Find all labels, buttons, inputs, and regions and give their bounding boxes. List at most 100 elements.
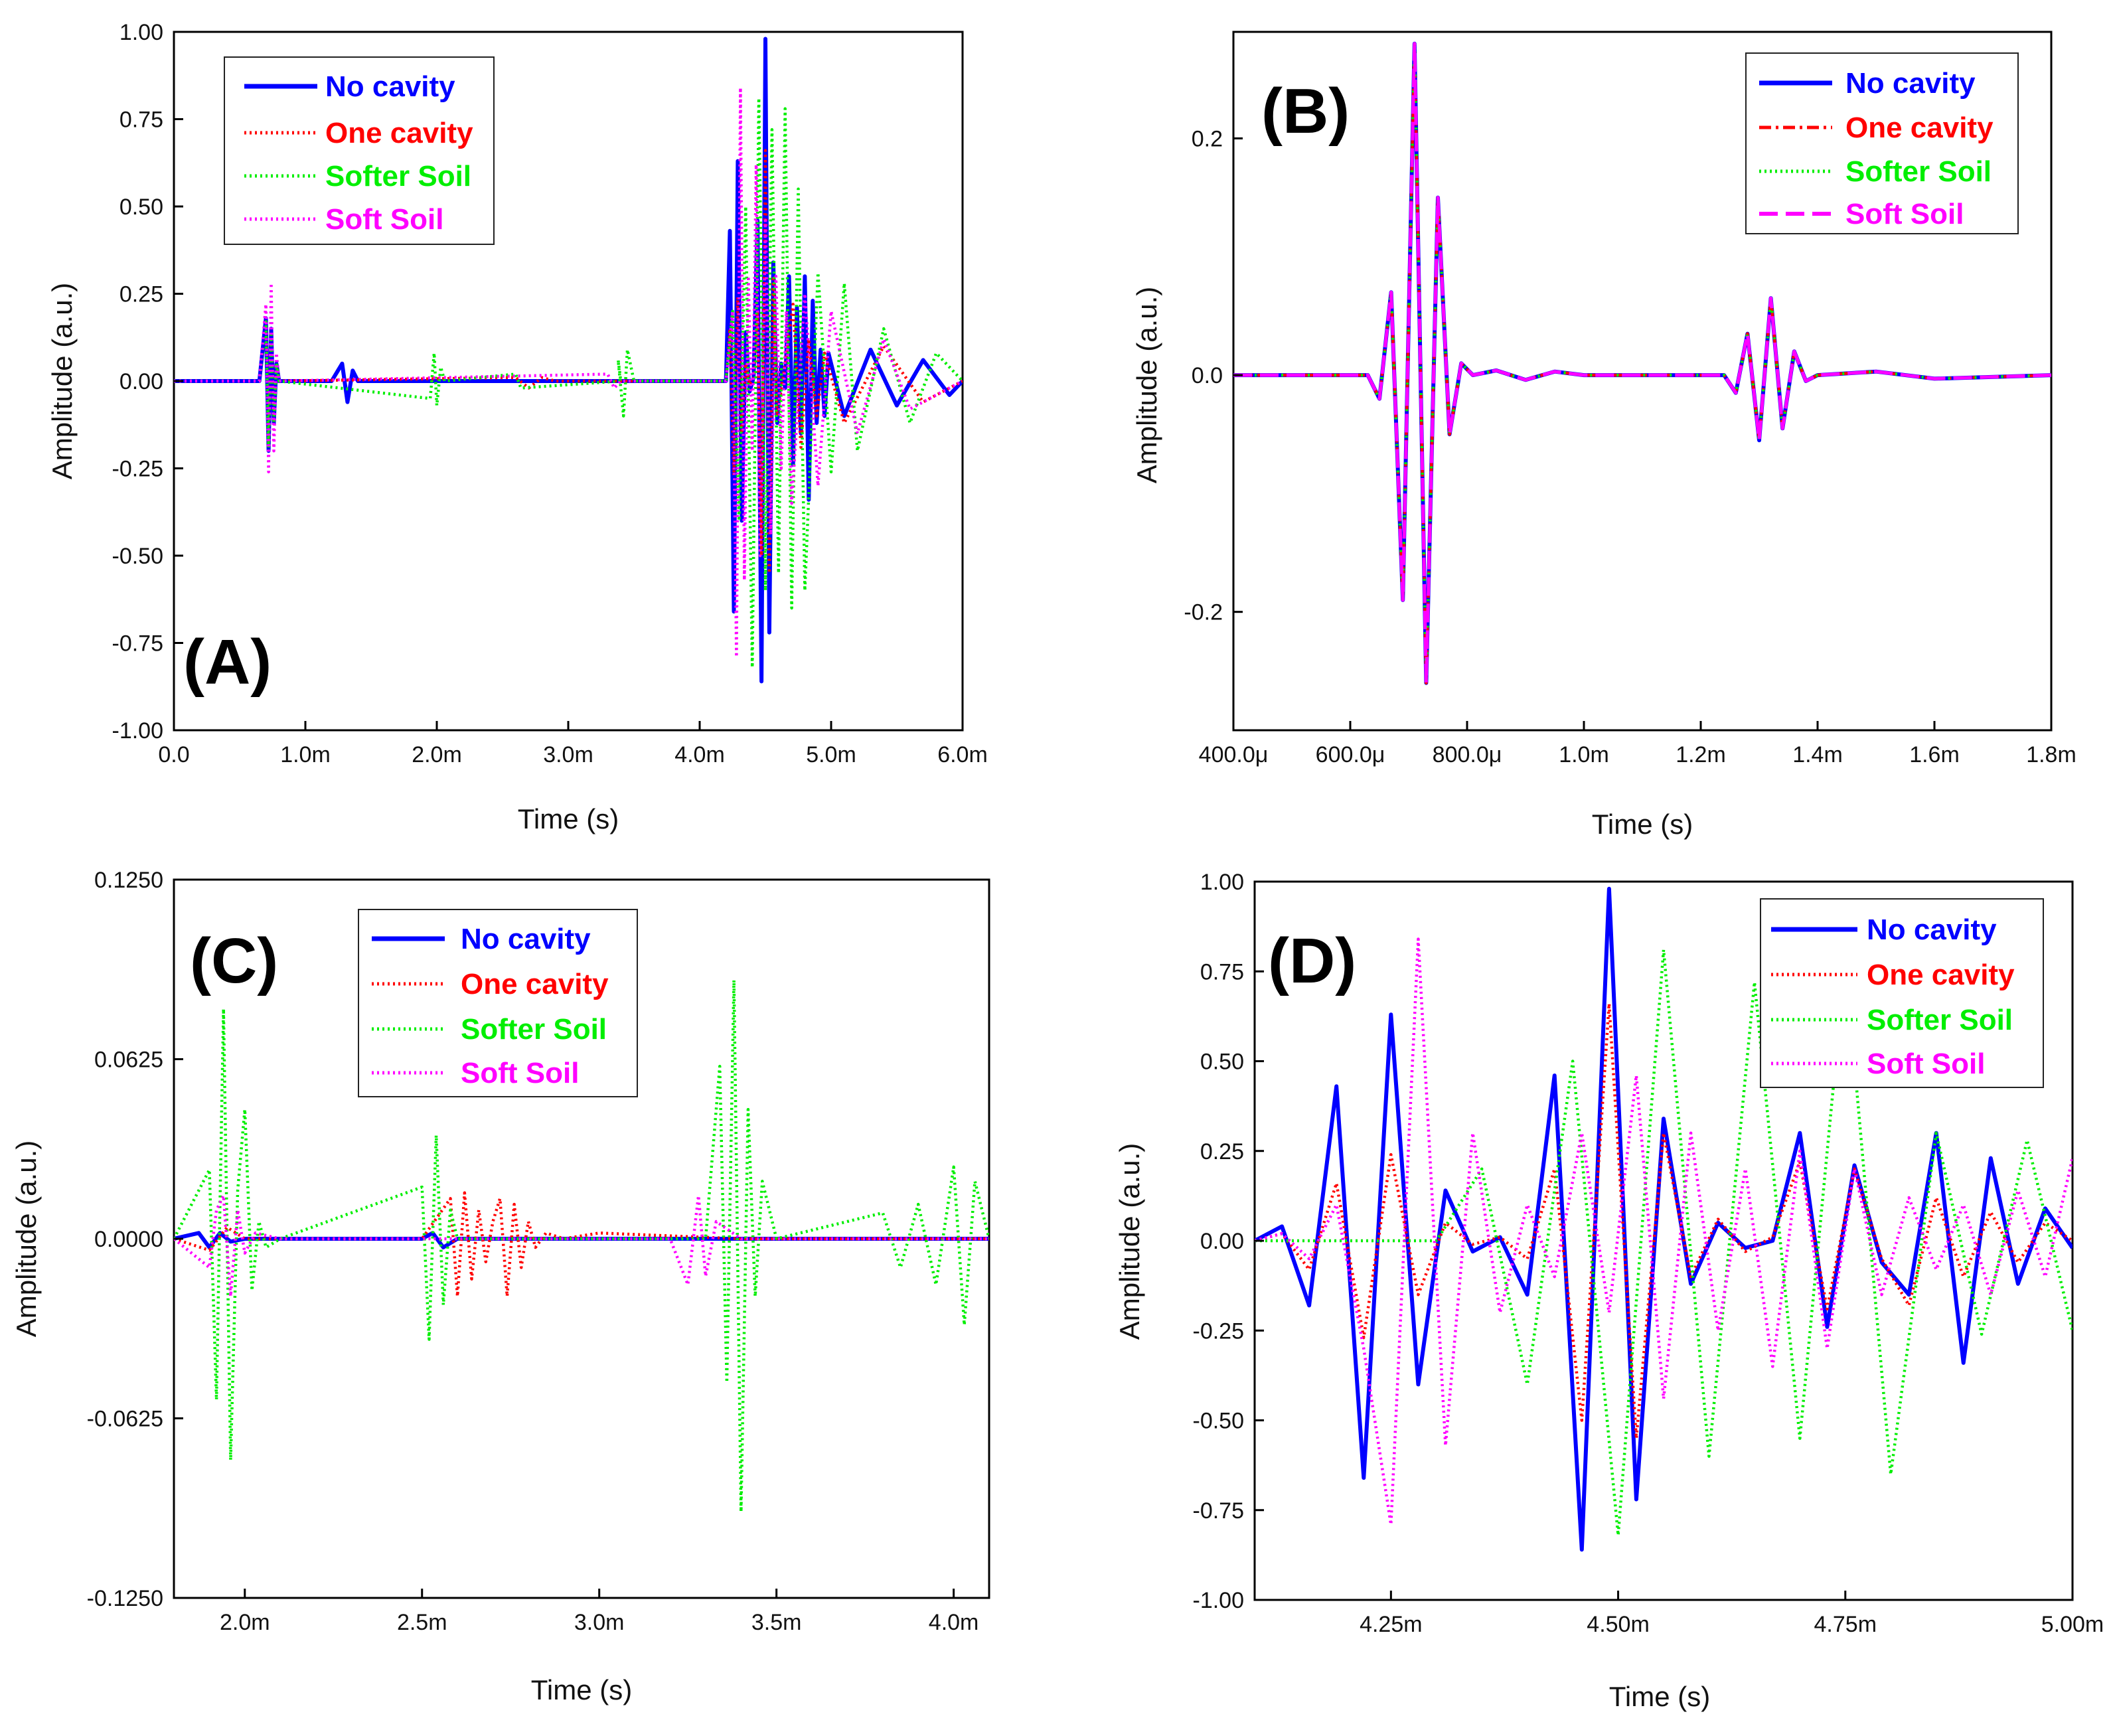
panel-c-ylabel: Amplitude (a.u.)	[11, 1141, 42, 1337]
y-tick-label: -0.50	[112, 544, 164, 569]
x-tick-label: 1.2m	[1676, 742, 1726, 767]
y-tick-label: -1.00	[112, 718, 164, 744]
x-tick-label: 4.75m	[1814, 1612, 1877, 1637]
x-tick-label: 5.0m	[806, 742, 856, 767]
x-tick-label: 4.0m	[674, 742, 725, 767]
legend-label-softer-soil: Softer Soil	[325, 160, 471, 193]
series-line-no-cavity	[174, 1231, 989, 1249]
panel-d-series	[1255, 886, 2073, 1552]
y-tick-label: -0.1250	[87, 1586, 163, 1611]
panel-c-xticks: 2.0m 2.5m 3.0m 3.5m 4.0m	[220, 1589, 978, 1635]
y-tick-label: -0.75	[112, 631, 164, 657]
panel-a: 0.0 1.0m 2.0m 3.0m 4.0m 5.0m 6.0m 1.00 0.75 0.50…	[46, 20, 988, 834]
panel-a-xticks: 0.0 1.0m 2.0m 3.0m 4.0m 5.0m 6.0m	[158, 721, 988, 767]
x-tick-label: 5.00m	[2041, 1612, 2104, 1637]
x-tick-label: 1.0m	[280, 742, 331, 767]
x-tick-label: 400.0μ	[1199, 742, 1269, 767]
x-tick-label: 1.4m	[1792, 742, 1843, 767]
panel-b-xticks: 400.0μ 600.0μ 800.0μ 1.0m 1.2m 1.4m 1.6m 1.8m	[1199, 721, 2076, 767]
legend-label-no-cavity: No cavity	[1867, 913, 1997, 946]
y-tick-label: 0.50	[1200, 1050, 1244, 1075]
panel-d-tag: (D)	[1268, 925, 1356, 996]
x-tick-label: 800.0μ	[1433, 742, 1502, 767]
x-tick-label: 1.8m	[2026, 742, 2076, 767]
legend-label-one-cavity: One cavity	[1845, 112, 1994, 144]
y-tick-label: 0.75	[1200, 959, 1244, 985]
x-tick-label: 2.0m	[412, 742, 462, 767]
y-tick-label: 0.0	[1192, 363, 1223, 388]
series-line-softer-soil	[1255, 948, 2073, 1537]
legend-label-soft-soil: Soft Soil	[1867, 1048, 1985, 1080]
legend-label-no-cavity: No cavity	[461, 923, 591, 955]
x-tick-label: 3.0m	[574, 1610, 625, 1635]
y-tick-label: -0.25	[1193, 1318, 1245, 1344]
series-line-softer-soil	[174, 979, 989, 1514]
panel-c-tag: (C)	[190, 925, 278, 996]
panel-b-legend: No cavity One cavity Softer Soil Soft So…	[1745, 52, 2019, 234]
x-tick-label: 2.5m	[397, 1610, 447, 1635]
panel-d-xlabel: Time (s)	[1609, 1681, 1710, 1712]
y-tick-label: 0.25	[119, 282, 163, 307]
panel-a-xlabel: Time (s)	[518, 803, 619, 834]
y-tick-label: -1.00	[1193, 1588, 1245, 1613]
legend-label-softer-soil: Softer Soil	[1867, 1004, 2013, 1036]
series-line-one-cavity	[1255, 1002, 2073, 1440]
series-line-one-cavity	[1233, 42, 2051, 684]
panel-b-plot-frame	[1232, 31, 2053, 732]
panel-c-xlabel: Time (s)	[531, 1674, 632, 1705]
y-tick-label: 0.1250	[94, 868, 163, 893]
series-line-soft-soil	[1233, 42, 2051, 685]
x-tick-label: 600.0μ	[1316, 742, 1385, 767]
series-line-soft-soil	[174, 86, 963, 659]
panel-b-yticks: 0.2 0.0 -0.2	[1184, 126, 1243, 625]
x-tick-label: 3.0m	[543, 742, 593, 767]
series-line-soft-soil	[174, 1194, 989, 1298]
panel-c: 2.0m 2.5m 3.0m 3.5m 4.0m 0.1250 0.0625 0.0000 -…	[11, 868, 990, 1705]
legend-label-soft-soil: Soft Soil	[1845, 198, 1964, 230]
y-tick-label: 0.00	[1200, 1229, 1244, 1254]
y-tick-label: -0.50	[1193, 1409, 1245, 1434]
x-tick-label: 1.0m	[1559, 742, 1609, 767]
y-tick-label: -0.0625	[87, 1407, 163, 1432]
panel-c-yticks: 0.1250 0.0625 0.0000 -0.0625 -0.1250	[87, 868, 183, 1611]
panel-b-series	[1233, 41, 2051, 685]
panel-b-ylabel: Amplitude (a.u.)	[1131, 287, 1162, 483]
legend-label-one-cavity: One cavity	[461, 968, 609, 1000]
legend-label-soft-soil: Soft Soil	[325, 203, 443, 236]
y-tick-label: 0.0000	[94, 1227, 163, 1252]
x-tick-label: 6.0m	[937, 742, 988, 767]
panel-d-yticks: 1.00 0.75 0.50 0.25 0.00 -0.25 -0.50 -0.75 -1.00	[1193, 870, 1264, 1613]
x-tick-label: 4.25m	[1360, 1612, 1423, 1637]
series-line-softer-soil	[174, 96, 963, 669]
panel-d-xticks: 4.25m 4.50m 4.75m 5.00m	[1360, 1591, 2104, 1637]
panel-a-tag: (A)	[183, 627, 272, 698]
panel-d-legend: No cavity One cavity Softer Soil Soft So…	[1760, 898, 2044, 1088]
panel-a-ylabel: Amplitude (a.u.)	[46, 283, 78, 479]
y-tick-label: 1.00	[119, 20, 163, 45]
panel-b: 400.0μ 600.0μ 800.0μ 1.0m 1.2m 1.4m 1.6m 1.8m 0…	[1131, 31, 2076, 840]
y-tick-label: -0.25	[112, 457, 164, 482]
x-tick-label: 4.0m	[929, 1610, 979, 1635]
legend-label-softer-soil: Softer Soil	[1845, 155, 1992, 188]
panel-d: 4.25m 4.50m 4.75m 5.00m 1.00 0.75 0.50 0.25 0.0…	[1114, 870, 2104, 1712]
legend-label-one-cavity: One cavity	[1867, 959, 2015, 991]
y-tick-label: 1.00	[1200, 870, 1244, 895]
legend-label-no-cavity: No cavity	[1845, 67, 1976, 100]
y-tick-label: -0.75	[1193, 1498, 1245, 1524]
panel-a-legend: No cavity One cavity Softer Soil Soft So…	[224, 56, 495, 245]
panel-a-yticks: 1.00 0.75 0.50 0.25 0.00 -0.25 -0.50 -0.75 -1.00	[112, 20, 183, 744]
x-tick-label: 1.6m	[1909, 742, 1960, 767]
panel-d-ylabel: Amplitude (a.u.)	[1114, 1143, 1145, 1340]
y-tick-label: 0.0625	[94, 1048, 163, 1073]
y-tick-label: 0.75	[119, 108, 163, 133]
legend-label-no-cavity: No cavity	[325, 70, 455, 103]
x-tick-label: 3.5m	[751, 1610, 802, 1635]
y-tick-label: 0.50	[119, 195, 163, 220]
panel-a-series	[174, 37, 963, 684]
y-tick-label: 0.00	[119, 369, 163, 394]
panel-b-tag: (B)	[1261, 76, 1350, 147]
x-tick-label: 2.0m	[220, 1610, 270, 1635]
y-tick-label: 0.25	[1200, 1139, 1244, 1164]
panel-c-legend: No cavity One cavity Softer Soil Soft So…	[358, 909, 638, 1097]
